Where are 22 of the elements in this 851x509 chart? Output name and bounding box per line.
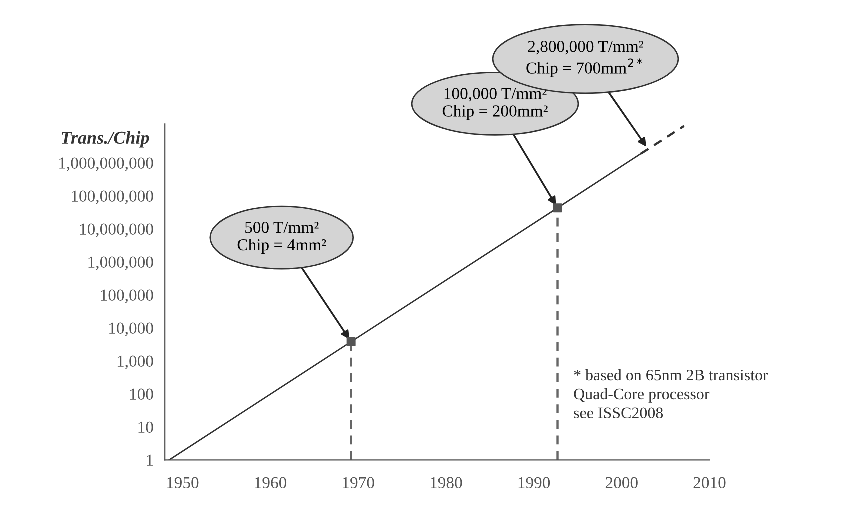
y-tick-label: 100,000 xyxy=(101,290,154,304)
y-tick-label: 100 xyxy=(130,388,154,400)
annotation: 500 T/mm² Chip = 4mm² xyxy=(238,222,326,254)
x-tick-label: 1970 xyxy=(343,477,374,489)
y-tick-label: 100,000,000 xyxy=(72,190,154,204)
annotation: * based on 65nm 2B transistor Quad-Core processor see ISSC2008 xyxy=(574,369,768,419)
annotation: 100,000 T/mm² Chip = 200mm² xyxy=(442,88,548,120)
x-tick-label: 2000 xyxy=(606,477,638,489)
x-tick-label: 2010 xyxy=(694,477,726,489)
y-tick-label: 1 xyxy=(147,454,153,466)
y-axis-title: Trans./Chip xyxy=(62,131,150,148)
y-tick-label: 10,000,000 xyxy=(80,224,154,238)
x-tick-label: 1990 xyxy=(518,477,550,489)
x-tick-label: 1960 xyxy=(255,477,287,489)
y-tick-label: 1,000,000,000 xyxy=(60,158,154,172)
y-tick-label: 1,000,000 xyxy=(88,256,154,270)
x-tick-label: 1950 xyxy=(167,477,199,489)
y-tick-label: 1,000 xyxy=(118,356,154,370)
y-tick-label: 10,000 xyxy=(110,322,154,336)
annotation: 2,800,000 T/mm² Chip = 700mm$^{2*}$ xyxy=(526,41,644,78)
x-tick-label: 1980 xyxy=(431,477,462,489)
y-tick-label: 10 xyxy=(138,422,154,434)
